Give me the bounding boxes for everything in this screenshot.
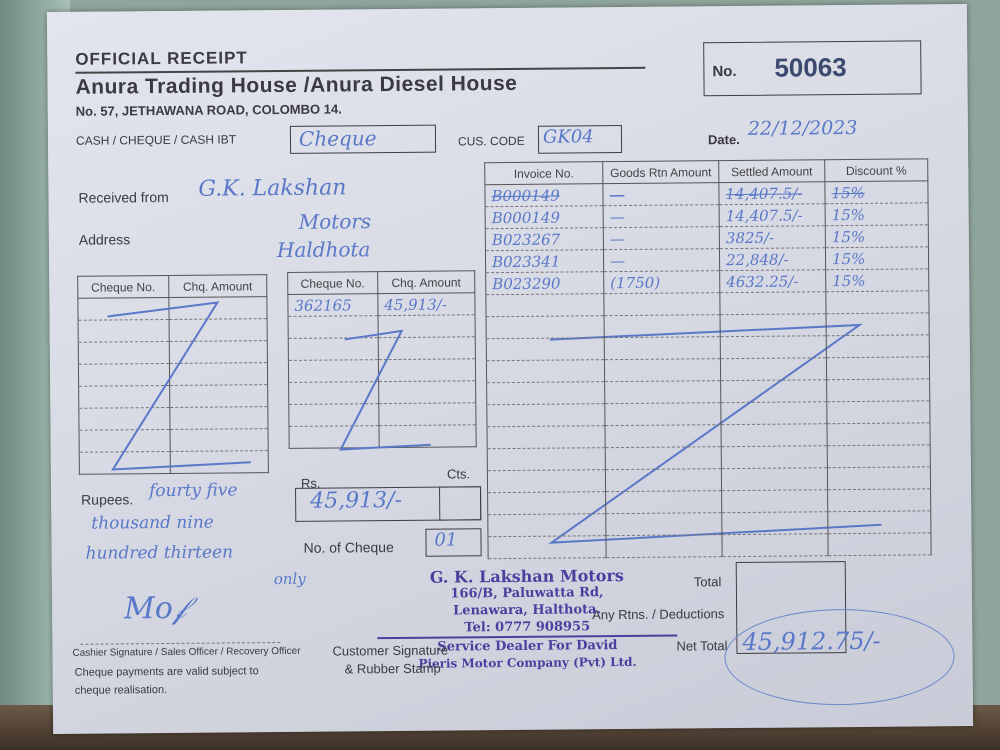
rupees-words-4: only xyxy=(273,569,306,589)
cell-discount: 15% xyxy=(825,202,929,226)
cts-box xyxy=(439,486,482,521)
cell-settled: 14,407.5/- xyxy=(719,203,826,227)
header-discount: Discount % xyxy=(824,158,928,182)
cell-settled: 3825/- xyxy=(719,225,826,249)
cell-rtn: (1750) xyxy=(603,270,720,294)
cell-discount: 15% xyxy=(825,246,929,270)
cancel-z-marks xyxy=(107,301,882,544)
no-of-cheque-label: No. of Cheque xyxy=(303,539,394,556)
rupees-words-1: fourty five xyxy=(148,480,238,502)
no-of-cheque: 01 xyxy=(425,528,482,557)
cell-discount: 15% xyxy=(825,224,929,248)
rupees-label: Rupees. xyxy=(81,491,134,508)
receipt: OFFICIAL RECEIPT Anura Trading House /An… xyxy=(46,3,974,735)
cell-discount: 15% xyxy=(824,180,929,204)
cashier-signature: Mo𝒻 xyxy=(123,590,187,627)
customer-signature-label: Customer Signature xyxy=(332,642,449,659)
invoice-table: Invoice No. Goods Rtn Amount Settled Amo… xyxy=(484,158,932,559)
cell-invoice: B023341 xyxy=(485,249,604,273)
cell-rtn: — xyxy=(603,226,720,250)
cell-invoice: B023290 xyxy=(485,271,604,295)
cell-invoice: B000149 xyxy=(485,205,604,229)
cell-rtn: — xyxy=(603,248,720,272)
cell-settled: 14,407.5/- xyxy=(718,181,826,205)
empty-row xyxy=(487,532,932,559)
header-goods-rtn: Goods Rtn Amount xyxy=(602,160,719,184)
total-label: Total xyxy=(693,574,722,590)
cheque-note: Cheque payments are valid subject to che… xyxy=(74,665,259,697)
cell-rtn: — xyxy=(602,182,720,206)
rupees-words-3: hundred thirteen xyxy=(85,542,234,564)
net-total-label: Net Total xyxy=(676,638,728,654)
cell-settled: 4632.25/- xyxy=(719,269,826,293)
cell-invoice: B023267 xyxy=(485,227,604,251)
cell-invoice: B000149 xyxy=(484,183,604,207)
cts-label: Cts. xyxy=(446,466,471,482)
cashier-label: Cashier Signature / Sales Officer / Reco… xyxy=(72,645,301,659)
cell-settled: 22,848/- xyxy=(719,247,826,271)
rubber-stamp-label: & Rubber Stamp xyxy=(344,660,441,677)
header-invoice-no: Invoice No. xyxy=(484,161,603,185)
cell-rtn: — xyxy=(603,204,720,228)
cell-discount: 15% xyxy=(825,268,929,292)
rupees-words-2: thousand nine xyxy=(91,512,214,534)
header-settled: Settled Amount xyxy=(718,159,825,183)
stamp-tel: Tel: 0777 908955 xyxy=(377,617,678,640)
